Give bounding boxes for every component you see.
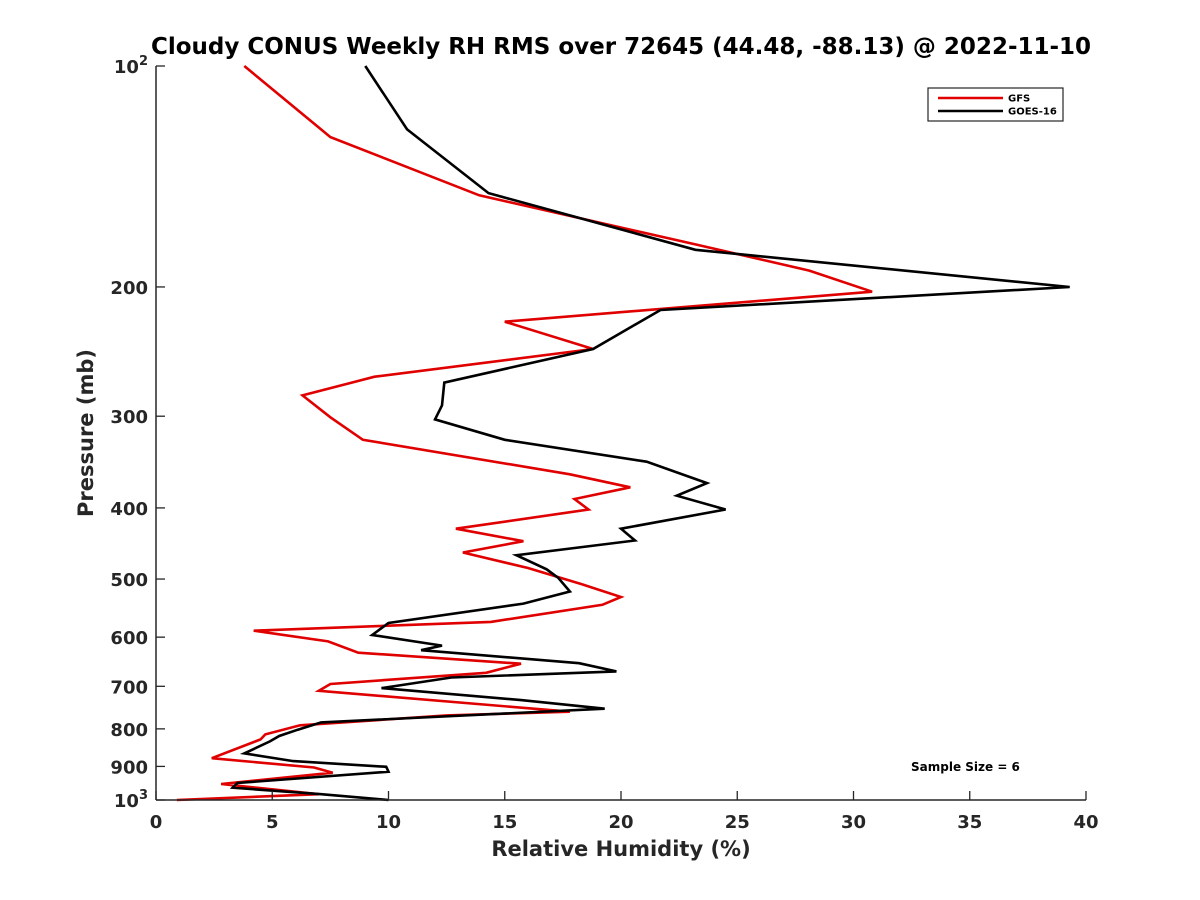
y-ticks: 102 200 300 400 500 600 700 800 900 103: [110, 54, 165, 812]
y-tick-label: 500: [110, 570, 148, 591]
x-axis-label: Relative Humidity (%): [491, 837, 750, 861]
y-tick-label: 700: [110, 677, 148, 698]
x-tick-label: 10: [376, 812, 401, 833]
x-tick-label: 35: [957, 812, 982, 833]
legend-label-goes16: GOES-16: [1008, 107, 1057, 118]
legend: GFS GOES-16: [927, 87, 1064, 122]
x-tick-label: 20: [608, 812, 633, 833]
chart-title: Cloudy CONUS Weekly RH RMS over 72645 (4…: [151, 34, 1091, 60]
x-tick-label: 0: [150, 812, 163, 833]
y-tick-label: 600: [110, 628, 148, 649]
y-tick-label: 800: [110, 720, 148, 741]
legend-box: [927, 87, 1064, 122]
series-line-gfs: [176, 64, 873, 802]
legend-label-gfs: GFS: [1008, 94, 1030, 105]
sample-size-annotation: Sample Size = 6: [911, 760, 1020, 774]
x-tick-label: 5: [266, 812, 279, 833]
y-tick-label: 102: [114, 54, 148, 78]
x-tick-label: 25: [725, 812, 750, 833]
x-tick-label: 40: [1073, 812, 1098, 833]
x-tick-label: 30: [841, 812, 866, 833]
x-ticks: 0 5 10 15 20 25 30 35 40: [150, 791, 1099, 833]
y-tick-label: 103: [114, 788, 148, 812]
series-line-goes16: [229, 65, 1070, 802]
x-tick-label: 15: [492, 812, 517, 833]
y-tick-label: 200: [110, 278, 148, 299]
y-tick-label: 900: [110, 757, 148, 778]
axes: 0 5 10 15 20 25 30 35 40 102 200 300 400 500 600 700 80…: [110, 54, 1098, 833]
y-tick-label: 400: [110, 499, 148, 520]
y-axis-label: Pressure (mb): [74, 349, 98, 517]
y-tick-label: 300: [110, 407, 148, 428]
series-layer: [176, 64, 1070, 802]
